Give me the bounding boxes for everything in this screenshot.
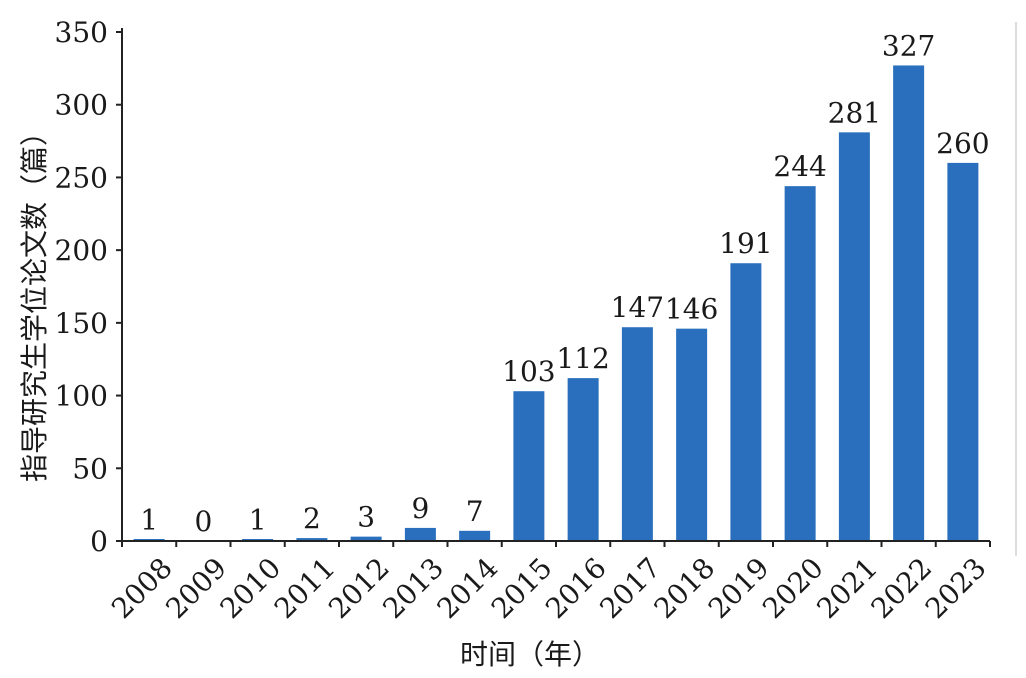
bars-layer <box>133 65 979 541</box>
x-tick-label-2020: 2020 <box>756 551 830 625</box>
bar-2021 <box>838 132 870 541</box>
data-label-2023: 260 <box>936 127 989 160</box>
bar-2011 <box>296 538 328 541</box>
x-tick-label-2017: 2017 <box>593 551 667 625</box>
bar-2017 <box>621 327 653 541</box>
bar-2022 <box>893 65 925 541</box>
bar-2018 <box>676 328 708 541</box>
bar-2012 <box>350 536 382 541</box>
y-tick-label-50: 50 <box>72 452 108 485</box>
bar-2023 <box>947 162 979 541</box>
x-tick-label-2012: 2012 <box>322 551 396 625</box>
x-tick-label-2016: 2016 <box>539 551 613 625</box>
x-tick-label-2014: 2014 <box>431 551 505 625</box>
bar-2015 <box>513 391 545 541</box>
data-label-2019: 191 <box>719 227 772 260</box>
data-label-2010: 1 <box>249 504 267 537</box>
x-tick-label-2008: 2008 <box>105 551 179 625</box>
data-label-2012: 3 <box>357 501 375 534</box>
x-axis-title: 时间（年） <box>460 638 600 671</box>
x-tick-label-2019: 2019 <box>702 551 776 625</box>
data-label-2009: 0 <box>194 505 212 538</box>
bar-2014 <box>459 530 491 541</box>
data-label-2014: 7 <box>466 495 484 528</box>
x-tick-label-2013: 2013 <box>376 551 450 625</box>
y-tick-label-300: 300 <box>55 89 108 122</box>
x-tick-label-2015: 2015 <box>485 551 559 625</box>
x-tick-label-2018: 2018 <box>648 551 722 625</box>
data-label-2016: 112 <box>556 342 609 375</box>
x-tick-label-2023: 2023 <box>919 551 993 625</box>
x-tick-label-2021: 2021 <box>810 551 884 625</box>
y-tick-label-350: 350 <box>55 16 108 49</box>
data-label-2011: 2 <box>303 502 321 535</box>
x-tick-label-2009: 2009 <box>159 551 233 625</box>
y-axis-title: 指导研究生学位论文数（篇） <box>18 118 51 482</box>
y-tick-label-200: 200 <box>55 234 108 267</box>
data-label-2018: 146 <box>665 293 718 326</box>
bar-2019 <box>730 263 762 541</box>
data-label-2008: 1 <box>140 504 158 537</box>
bar-2013 <box>404 527 436 541</box>
bar-2016 <box>567 378 599 541</box>
data-label-2022: 327 <box>882 29 935 62</box>
y-tick-label-250: 250 <box>55 161 108 194</box>
data-label-2013: 9 <box>411 492 429 525</box>
data-label-2017: 147 <box>611 291 664 324</box>
x-tick-label-2011: 2011 <box>268 551 342 625</box>
data-label-2021: 281 <box>828 96 881 129</box>
y-tick-label-0: 0 <box>90 525 108 558</box>
x-tick-label-2010: 2010 <box>214 551 288 625</box>
data-label-2020: 244 <box>773 150 826 183</box>
bar-2020 <box>784 186 816 541</box>
x-tick-label-2022: 2022 <box>865 551 939 625</box>
data-label-2015: 103 <box>502 355 555 388</box>
y-tick-label-100: 100 <box>55 380 108 413</box>
y-tick-label-150: 150 <box>55 307 108 340</box>
